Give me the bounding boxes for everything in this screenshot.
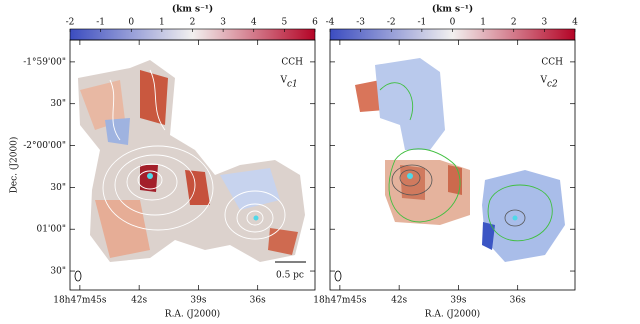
colorbar-label: (km s⁻¹): [432, 4, 473, 15]
colorbar-tick-label: 4: [572, 18, 578, 28]
x-tick-label: 36s: [250, 296, 266, 306]
y-tick-label: 30": [50, 99, 66, 109]
colorbar-tick-label: 1: [159, 18, 165, 28]
component-label: V: [280, 76, 288, 86]
map-image: [74, 60, 306, 282]
colorbar-tick-label: 5: [282, 18, 288, 28]
colorbar-tick-label: -3: [356, 18, 365, 28]
colorbar-tick-label: 1: [480, 18, 486, 28]
x-tick-label: 36s: [510, 296, 526, 306]
scale-bar-label: 0.5 pc: [276, 271, 304, 281]
colorbar-tick-label: -1: [96, 18, 105, 28]
colorbar-label: (km s⁻¹): [172, 4, 213, 15]
plot-frame: [69, 39, 316, 291]
colorbar-tick-label: 3: [220, 18, 226, 28]
colorbar-tick-label: 6: [312, 18, 318, 28]
y-tick-label: 30": [50, 267, 66, 277]
colorbar-tick-label: 0: [450, 18, 456, 28]
x-tick-label: 39s: [190, 296, 206, 306]
x-axis-label: R.A. (J2000): [425, 309, 480, 320]
colorbar-tick-label: 2: [190, 18, 196, 28]
colorbar-tick-label: -4: [326, 18, 335, 28]
y-tick-label: 01'00": [36, 225, 66, 235]
x-tick-label: 42s: [391, 296, 407, 306]
colorbar-tick-label: 2: [511, 18, 517, 28]
x-tick-label: 18h47m45s: [313, 296, 367, 306]
x-axis-label: R.A. (J2000): [165, 309, 220, 320]
colorbar-tick-label: -2: [66, 18, 75, 28]
plot-frame: [329, 39, 576, 291]
molecule-label: CCH: [541, 58, 563, 68]
x-tick-label: 18h47m45s: [53, 296, 107, 306]
y-tick-label: -1°59'00": [23, 57, 66, 67]
colorbar-tick-label: 0: [128, 18, 134, 28]
colorbar-tick-label: -2: [387, 18, 396, 28]
y-axis-label: Dec. (J2000): [9, 137, 20, 194]
colorbar-tick-label: 4: [251, 18, 257, 28]
component-subscript: c1: [287, 80, 298, 90]
x-tick-label: 42s: [131, 296, 147, 306]
y-tick-label: -2°00'00": [23, 141, 66, 151]
molecule-label: CCH: [281, 58, 303, 68]
component-subscript: c2: [547, 80, 558, 90]
map-image: [334, 58, 565, 282]
x-tick-label: 39s: [450, 296, 466, 306]
y-tick-label: 30": [50, 183, 66, 193]
component-label: V: [540, 76, 548, 86]
colorbar-tick-label: 3: [542, 18, 548, 28]
colorbar-tick-label: -1: [417, 18, 426, 28]
